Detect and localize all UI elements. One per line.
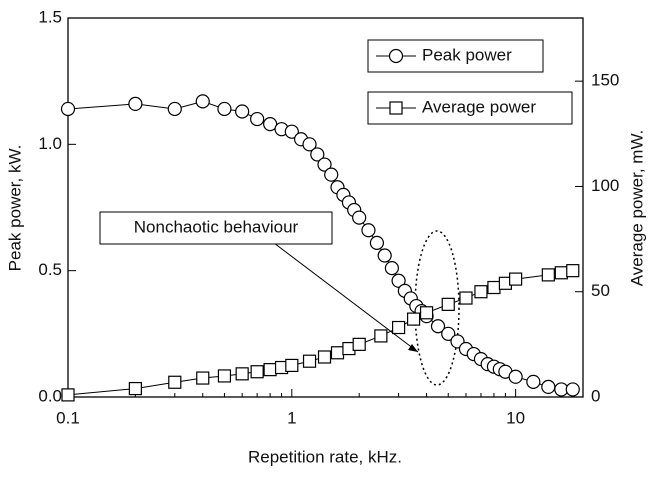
marker	[554, 266, 568, 280]
marker	[374, 329, 388, 343]
marker	[302, 354, 317, 368]
marker	[128, 381, 142, 396]
marker	[389, 101, 403, 115]
marker	[565, 382, 580, 397]
y2-tick-label: 0	[591, 386, 600, 405]
marker	[250, 365, 264, 379]
arrow-head	[408, 344, 418, 352]
y-tick-label: 1.0	[38, 134, 62, 153]
marker	[263, 363, 277, 377]
marker	[487, 280, 501, 295]
marker	[330, 346, 345, 360]
series-line	[67, 100, 573, 390]
marker	[406, 312, 421, 326]
marker	[474, 285, 488, 299]
y-axis-label: Peak power, kW.	[5, 145, 24, 272]
marker	[217, 101, 232, 117]
marker	[441, 297, 455, 311]
marker	[391, 320, 406, 335]
x-tick-label: 0.1	[56, 408, 80, 427]
legend: Peak power Average power	[367, 39, 573, 125]
marker	[352, 337, 366, 351]
plot-frame	[67, 17, 584, 398]
annotation: Nonchaotic behaviour	[134, 217, 299, 236]
marker	[509, 272, 523, 286]
marker	[526, 374, 541, 389]
y2-tick-label: 50	[591, 281, 610, 300]
x-tick-label: 10	[506, 408, 525, 427]
marker	[196, 371, 210, 385]
y2-axis-label: Average power, mW.	[627, 130, 646, 287]
y2-tick-label: 100	[591, 176, 619, 195]
marker	[541, 379, 556, 394]
marker	[459, 291, 473, 305]
marker	[566, 264, 580, 278]
marker	[430, 319, 446, 334]
marker	[317, 157, 332, 172]
y-tick-label: 1.5	[38, 7, 62, 26]
y2-tick-label: 150	[591, 71, 619, 90]
marker	[217, 369, 232, 383]
marker	[167, 101, 182, 117]
marker	[285, 358, 299, 373]
y-tick-label: 0.5	[38, 260, 62, 279]
marker	[391, 273, 406, 288]
marker	[195, 94, 210, 109]
marker	[310, 147, 325, 162]
marker	[352, 210, 367, 225]
marker	[61, 388, 75, 402]
marker	[384, 261, 399, 276]
highlight-ellipse	[414, 230, 460, 386]
legend-label: Average power	[422, 97, 536, 116]
marker	[324, 167, 339, 182]
annotation-arrow	[269, 239, 419, 353]
x-tick-label: 1	[287, 408, 296, 427]
marker	[317, 350, 332, 364]
x-axis-label: Repetition rate, kHz.	[248, 447, 402, 466]
marker	[284, 124, 299, 139]
marker	[361, 223, 376, 238]
marker	[302, 137, 317, 152]
marker	[235, 104, 250, 119]
marker	[388, 48, 404, 64]
annotation-box	[99, 211, 333, 245]
marker	[168, 375, 182, 389]
marker	[508, 369, 523, 384]
legend-label: Peak power	[422, 45, 512, 64]
marker	[250, 111, 265, 127]
marker	[377, 248, 392, 263]
marker	[235, 367, 249, 381]
marker	[369, 235, 385, 250]
marker	[128, 96, 143, 112]
marker	[541, 268, 555, 282]
y-tick-label: 0.0	[38, 386, 62, 405]
marker	[60, 101, 76, 117]
marker	[441, 326, 456, 341]
marker	[419, 306, 434, 320]
